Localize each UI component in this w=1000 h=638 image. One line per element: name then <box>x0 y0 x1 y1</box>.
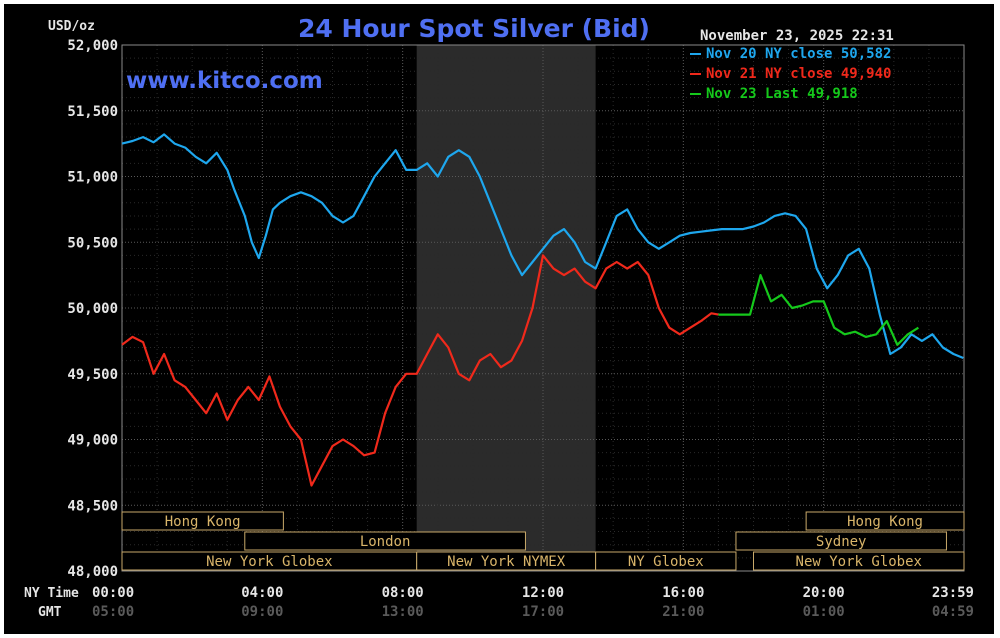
session-label: NY Globex <box>628 554 704 570</box>
x-tick-label-ny: 16:00 <box>662 585 704 601</box>
x-tick-label-gmt: 17:00 <box>522 604 564 620</box>
y-tick-label: 48,500 <box>67 498 118 514</box>
y-tick-label: 52,000 <box>67 38 118 54</box>
session-label: Hong Kong <box>165 514 241 530</box>
legend-entry: Nov 21 NY close 49,940 <box>706 66 891 82</box>
session-bar <box>121 511 284 531</box>
watermark-text: www.kitco.com <box>126 68 323 94</box>
series-line-2 <box>121 254 719 487</box>
x-tick-label-gmt: 09:00 <box>241 604 283 620</box>
y-tick-label: 48,000 <box>67 564 118 580</box>
session-bar <box>244 531 526 551</box>
series-line-1 <box>121 133 964 360</box>
y-axis-unit-label: USD/oz <box>48 19 95 34</box>
x-tick-label-ny: 12:00 <box>522 585 564 601</box>
session-bar <box>735 531 947 551</box>
series-line-3 <box>718 274 919 346</box>
session-bar <box>595 551 737 571</box>
x-tick-label-ny: 00:00 <box>92 585 134 601</box>
session-label: New York Globex <box>206 554 332 570</box>
x-tick-label-ny: 08:00 <box>382 585 424 601</box>
session-label: Sydney <box>816 534 867 550</box>
plot-border <box>121 44 965 572</box>
session-bar <box>805 511 965 531</box>
y-tick-label: 51,500 <box>67 104 118 120</box>
chart-frame: Hong Kong Hong Kong London Sydney New York G… <box>4 4 994 634</box>
y-tick-label: 50,500 <box>67 235 118 251</box>
x-tick-label-ny: 04:00 <box>241 585 283 601</box>
y-tick-label: 49,000 <box>67 433 118 449</box>
session-bar <box>753 551 965 571</box>
silver-price-chart: Hong Kong Hong Kong London Sydney New York G… <box>4 4 994 634</box>
x-tick-label-gmt: 05:00 <box>92 604 134 620</box>
chart-title: 24 Hour Spot Silver (Bid) <box>298 14 650 43</box>
legend-entry: Nov 23 Last 49,918 <box>706 86 858 102</box>
x-tick-label-ny: 23:59 <box>932 585 974 601</box>
x-tick-label-gmt: 01:00 <box>803 604 845 620</box>
session-label: New York Globex <box>796 554 922 570</box>
x-tick-label-ny: 20:00 <box>803 585 845 601</box>
chart-timestamp: November 23, 2025 22:31 <box>700 28 894 44</box>
gmt-row-label: GMT <box>38 605 62 620</box>
session-label: New York NYMEX <box>447 554 566 570</box>
chart-legend: Nov 20 NY close 50,582 Nov 21 NY close 49… <box>690 46 891 102</box>
y-tick-label: 49,500 <box>67 367 118 383</box>
x-tick-label-gmt: 04:59 <box>932 604 974 620</box>
session-label: London <box>360 534 411 550</box>
y-tick-label: 50,000 <box>67 301 118 317</box>
x-tick-label-gmt: 21:00 <box>662 604 704 620</box>
session-label: Hong Kong <box>847 514 923 530</box>
x-tick-label-gmt: 13:00 <box>382 604 424 620</box>
y-tick-label: 51,000 <box>67 170 118 186</box>
legend-entry: Nov 20 NY close 50,582 <box>706 46 891 62</box>
ny-time-row-label: NY Time <box>24 586 79 601</box>
